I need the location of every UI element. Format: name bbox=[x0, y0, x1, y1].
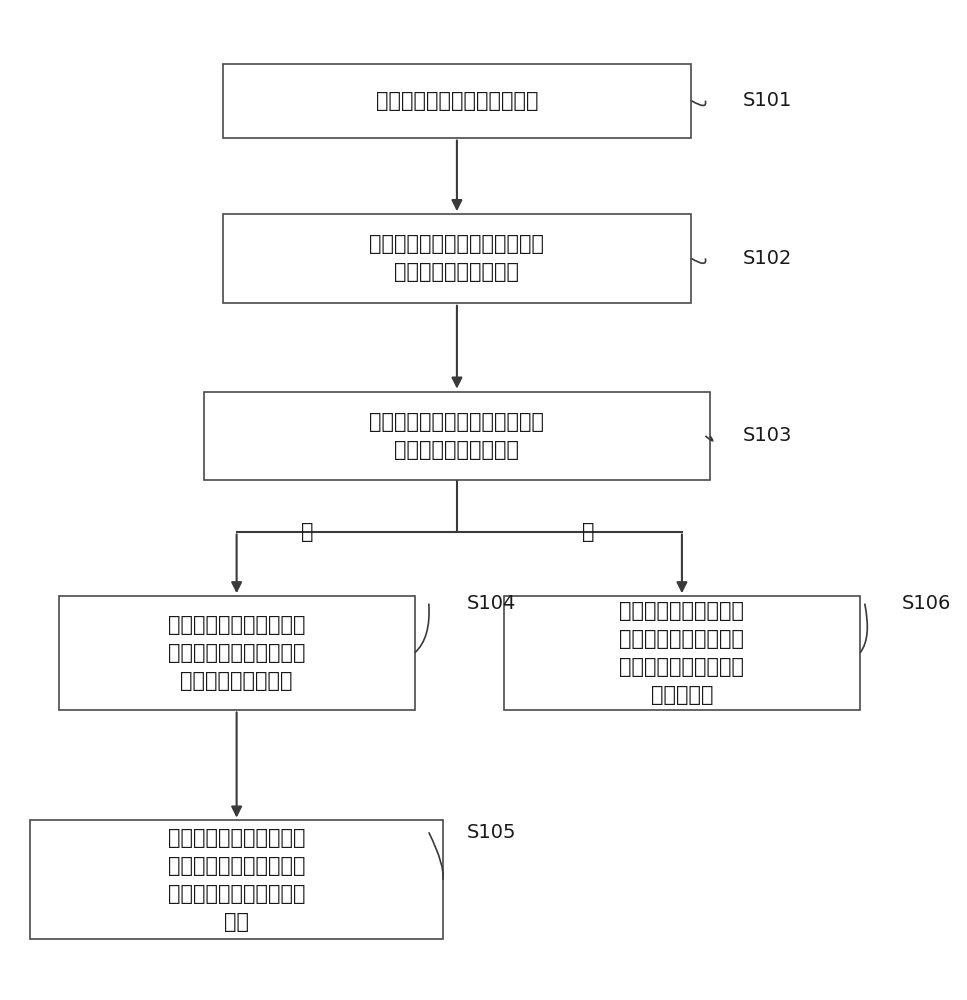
Bar bbox=[222, 214, 691, 303]
Text: 是: 是 bbox=[301, 522, 313, 542]
Bar bbox=[504, 596, 860, 710]
Text: 依据所述服务端通讯信息
使对应服务器的服务端与
所述客户端建立第二通讯
连接: 依据所述服务端通讯信息 使对应服务器的服务端与 所述客户端建立第二通讯 连接 bbox=[168, 828, 306, 932]
Text: 否: 否 bbox=[582, 522, 595, 542]
Text: 基于所述第一通讯连接获取客户
端发送的唯一注册标识: 基于所述第一通讯连接获取客户 端发送的唯一注册标识 bbox=[369, 234, 544, 282]
Text: S101: S101 bbox=[743, 91, 792, 110]
Bar bbox=[204, 392, 710, 480]
Text: S105: S105 bbox=[466, 823, 515, 842]
Bar bbox=[59, 596, 415, 710]
Text: S104: S104 bbox=[466, 594, 515, 613]
Text: S102: S102 bbox=[743, 249, 792, 268]
Bar bbox=[222, 64, 691, 138]
Text: 依据预设服务端通讯信
息使对应服务器的服务
端与所述客户端建立第
五通讯连接: 依据预设服务端通讯信 息使对应服务器的服务 端与所述客户端建立第 五通讯连接 bbox=[620, 601, 745, 705]
Text: S103: S103 bbox=[743, 426, 792, 445]
Text: 根据所述唯一注册标识从
第一映射数据集中获取对
应的服务端通讯信息: 根据所述唯一注册标识从 第一映射数据集中获取对 应的服务端通讯信息 bbox=[168, 615, 306, 691]
Text: 判断所述唯一注册标识是否存在
于从第一映射数据集中: 判断所述唯一注册标识是否存在 于从第一映射数据集中 bbox=[369, 412, 544, 460]
Text: S106: S106 bbox=[902, 594, 952, 613]
Bar bbox=[30, 820, 443, 939]
Text: 建立与客户端的第一通讯连接: 建立与客户端的第一通讯连接 bbox=[375, 91, 539, 111]
